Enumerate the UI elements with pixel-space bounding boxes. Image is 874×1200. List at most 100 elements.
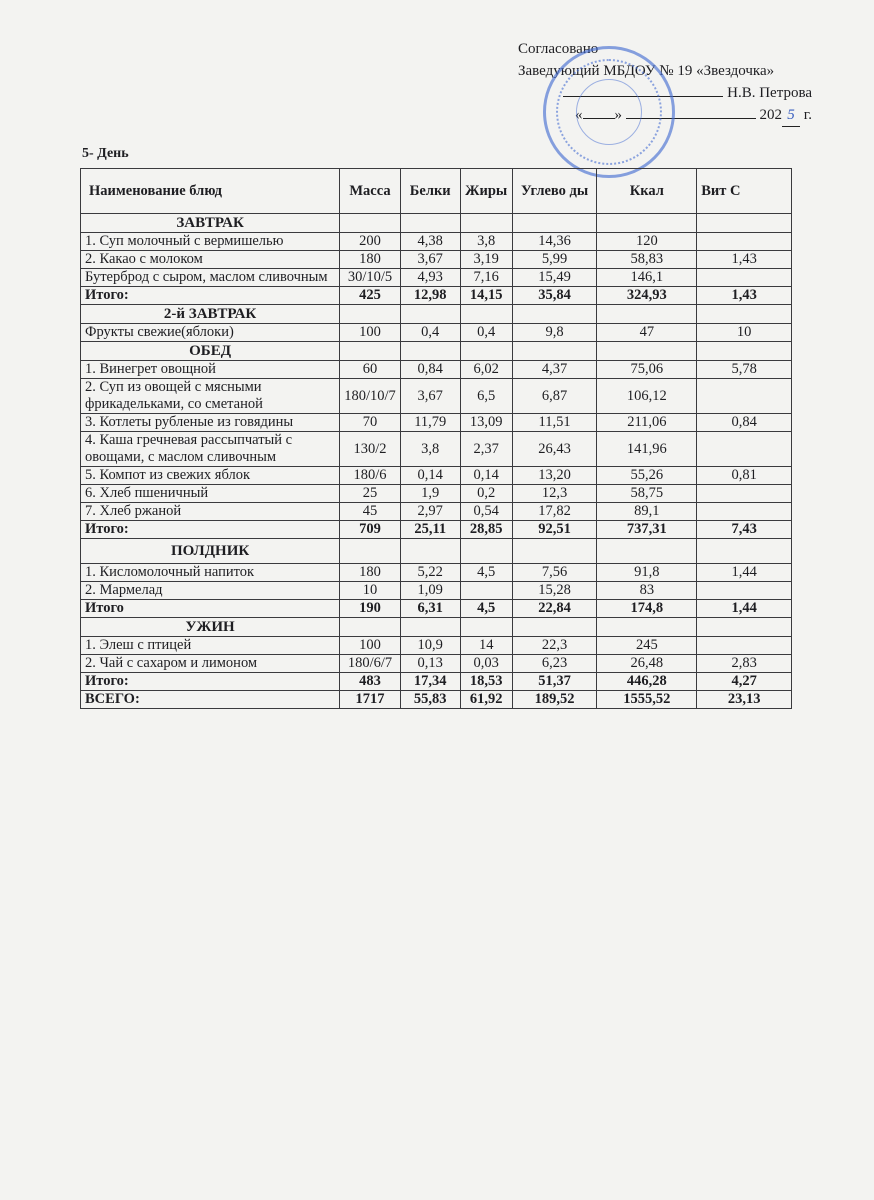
cell-mass: 180 [339, 250, 401, 269]
total-row: Итого: 483 17,34 18,53 51,37 446,28 4,27 [79, 672, 792, 691]
cell-protein: 4,93 [399, 268, 461, 287]
table-header-row: Наименование блюд Масса Белки Жиры Углев… [79, 168, 792, 214]
header-name: Наименование блюд [79, 168, 341, 214]
cell-kcal: 141,96 [596, 431, 698, 467]
cell-protein: 10,9 [399, 636, 461, 655]
cell-kcal: 245 [596, 636, 698, 655]
dish-name: 3. Котлеты рубленые из говядины [79, 413, 341, 432]
table-row: 4. Каша гречневая рассыпчатый с овощами,… [79, 431, 792, 467]
cell-vitc [696, 617, 792, 637]
header-carbs: Углево ды [511, 168, 598, 214]
cell-vitc [696, 484, 792, 503]
cell-vitc [696, 232, 792, 251]
dish-name: Фрукты свежие(яблоки) [79, 323, 341, 342]
day-title: 5- День [82, 146, 129, 161]
header-mass: Масса [339, 168, 401, 214]
cell-carbs [511, 617, 598, 637]
cell-protein: 0,4 [399, 323, 461, 342]
total-row: Итого: 709 25,11 28,85 92,51 737,31 7,43 [79, 520, 792, 539]
cell-kcal: 446,28 [596, 672, 698, 691]
header-protein: Белки [399, 168, 461, 214]
cell-protein: 25,11 [399, 520, 461, 539]
cell-carbs: 14,36 [511, 232, 598, 251]
cell-kcal: 91,8 [596, 563, 698, 582]
cell-fat [459, 341, 513, 361]
dish-name: 7. Хлеб ржаной [79, 502, 341, 521]
cell-fat: 6,5 [459, 378, 513, 414]
table-row: 7. Хлеб ржаной 45 2,97 0,54 17,82 89,1 [79, 502, 792, 521]
cell-carbs: 15,28 [511, 581, 598, 600]
cell-mass [339, 304, 401, 324]
dish-name: 5. Компот из свежих яблок [79, 466, 341, 485]
cell-protein: 2,97 [399, 502, 461, 521]
cell-mass: 130/2 [339, 431, 401, 467]
cell-kcal: 55,26 [596, 466, 698, 485]
cell-fat: 28,85 [459, 520, 513, 539]
cell-mass: 30/10/5 [339, 268, 401, 287]
table-row: 1. Элеш с птицей 100 10,9 14 22,3 245 [79, 636, 792, 655]
cell-carbs: 35,84 [511, 286, 598, 305]
cell-protein: 0,84 [399, 360, 461, 379]
cell-fat [459, 538, 513, 564]
table-row: 1. Суп молочный с вермишелью 200 4,38 3,8 14… [79, 232, 792, 251]
cell-protein: 3,8 [399, 431, 461, 467]
cell-protein: 3,67 [399, 250, 461, 269]
dish-name: 6. Хлеб пшеничный [79, 484, 341, 503]
header-fat: Жиры [459, 168, 513, 214]
cell-kcal: 75,06 [596, 360, 698, 379]
cell-mass: 70 [339, 413, 401, 432]
cell-fat: 14 [459, 636, 513, 655]
cell-fat: 0,54 [459, 502, 513, 521]
cell-protein: 55,83 [399, 690, 461, 709]
cell-kcal [596, 341, 698, 361]
cell-fat: 0,03 [459, 654, 513, 673]
cell-kcal [596, 617, 698, 637]
dish-name: Итого: [79, 286, 341, 305]
cell-mass: 200 [339, 232, 401, 251]
approval-line1: Согласовано [518, 41, 599, 57]
menu-table: Наименование блюд Масса Белки Жиры Углев… [79, 168, 792, 709]
cell-mass: 180 [339, 563, 401, 582]
cell-mass [339, 213, 401, 233]
cell-carbs: 4,37 [511, 360, 598, 379]
cell-protein [399, 617, 461, 637]
section-row: ОБЕД [79, 341, 792, 361]
cell-vitc: 5,78 [696, 360, 792, 379]
year-digit-handwritten: 5 [782, 104, 801, 127]
cell-vitc: 1,43 [696, 250, 792, 269]
header-kcal: Ккал [596, 168, 698, 214]
year-suffix: г. [803, 107, 812, 123]
total-row: Итого 190 6,31 4,5 22,84 174,8 1,44 [79, 599, 792, 618]
table-row: 3. Котлеты рубленые из говядины 70 11,79 13… [79, 413, 792, 432]
cell-carbs: 11,51 [511, 413, 598, 432]
cell-fat [459, 581, 513, 600]
cell-mass: 180/6/7 [339, 654, 401, 673]
dish-name: 1. Винегрет овощной [79, 360, 341, 379]
cell-mass [339, 538, 401, 564]
section-row: ЗАВТРАК [79, 213, 792, 233]
dish-name: 2. Чай с сахаром и лимоном [79, 654, 341, 673]
cell-mass: 190 [339, 599, 401, 618]
cell-protein: 17,34 [399, 672, 461, 691]
cell-protein: 5,22 [399, 563, 461, 582]
cell-fat: 0,14 [459, 466, 513, 485]
dish-name: Бутерброд с сыром, маслом сливочным [79, 268, 341, 287]
cell-vitc: 4,27 [696, 672, 792, 691]
month-blank [625, 118, 756, 119]
cell-kcal: 58,83 [596, 250, 698, 269]
table-row: 1. Винегрет овощной 60 0,84 6,02 4,37 75,06 5,… [79, 360, 792, 379]
cell-carbs: 5,99 [511, 250, 598, 269]
cell-kcal: 89,1 [596, 502, 698, 521]
dish-name: 2. Суп из овощей с мясными фрикадельками… [79, 378, 341, 414]
cell-mass [339, 617, 401, 637]
cell-vitc: 0,81 [696, 466, 792, 485]
cell-mass: 100 [339, 323, 401, 342]
cell-carbs [511, 304, 598, 324]
cell-carbs: 51,37 [511, 672, 598, 691]
cell-protein: 12,98 [399, 286, 461, 305]
cell-vitc: 0,84 [696, 413, 792, 432]
signer-name: Н.В. Петрова [727, 85, 812, 101]
cell-vitc: 1,44 [696, 563, 792, 582]
dish-name: Итого: [79, 672, 341, 691]
cell-kcal [596, 213, 698, 233]
